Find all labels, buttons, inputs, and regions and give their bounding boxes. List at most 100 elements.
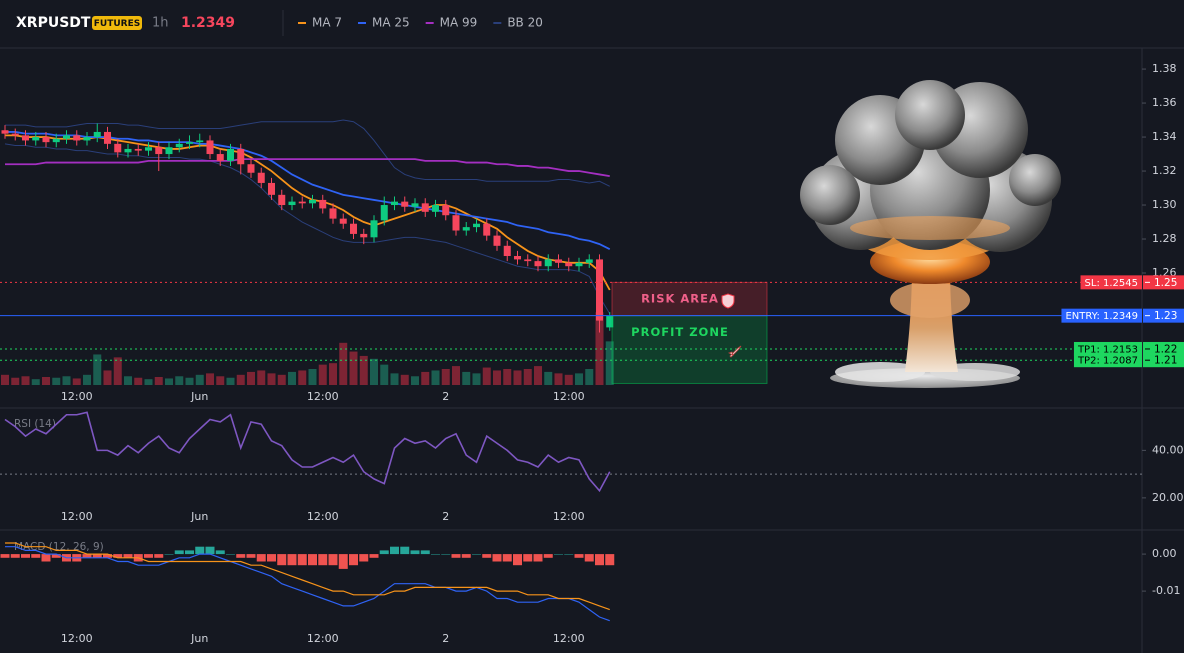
volume-bar (31, 379, 40, 385)
level-label-bg (1073, 353, 1142, 368)
candle-body (83, 137, 91, 141)
level-label: SL: 1.2545 (1085, 278, 1138, 289)
zone-label: RISK AREA (641, 292, 719, 306)
x-tick-label: 12:00 (307, 632, 339, 645)
macd-histogram (420, 550, 430, 555)
x-tick-label: Jun (190, 632, 208, 645)
candle-body (216, 154, 224, 161)
macd-histogram (605, 554, 615, 566)
axis-price-label: 1.23 (1154, 310, 1177, 322)
macd-histogram (410, 550, 420, 555)
legend-label: BB 20 (507, 16, 543, 30)
macd-histogram (113, 554, 123, 558)
volume-bar (195, 374, 204, 385)
volume-bar (339, 342, 348, 385)
macd-histogram (267, 554, 276, 562)
macd-histogram (246, 554, 256, 558)
candle-body (555, 259, 562, 263)
candle-body (473, 223, 480, 228)
x-tick-label: 12:00 (61, 390, 93, 403)
macd-histogram (431, 554, 440, 555)
header: XRPUSDT FUTURES 1h 1.2349 (16, 15, 235, 31)
candle-body (432, 205, 439, 212)
volume-bar (493, 370, 501, 385)
volume-bar (72, 378, 81, 385)
macd-line (5, 546, 610, 622)
candle-body (380, 205, 388, 221)
axis-price-label: 1.22 (1154, 343, 1177, 355)
interval: 1h (152, 16, 169, 31)
macd-histogram (256, 554, 266, 562)
candle-body (104, 131, 111, 144)
volume-bar (523, 369, 532, 385)
volume-bar (595, 312, 604, 385)
candle-body (544, 259, 552, 267)
macd-histogram (297, 554, 307, 566)
volume-bar (564, 374, 573, 385)
y-tick-label: 20.00 (1152, 491, 1184, 504)
volume-bar (1, 374, 9, 385)
candle-body (288, 201, 296, 206)
candle-body (278, 194, 286, 206)
candle-body (1, 130, 9, 134)
axis-price-label: 1.25 (1154, 277, 1177, 289)
macd-histogram (154, 554, 164, 558)
candle-body (391, 201, 398, 206)
macd-histogram (338, 554, 348, 569)
macd-histogram (185, 550, 194, 555)
candle-body (524, 259, 532, 262)
volume-bar (257, 370, 266, 385)
macd-histogram (400, 546, 410, 555)
candle-body (73, 135, 81, 141)
candle-body (11, 133, 19, 136)
volume-bar (544, 371, 553, 385)
level-label: ENTRY: 1.2349 (1065, 311, 1138, 322)
volume-bar (462, 371, 471, 385)
volume-bar (575, 373, 583, 385)
macd-histogram (554, 554, 563, 555)
volume-bar (441, 369, 450, 385)
candle-body (32, 137, 40, 141)
candle-body (93, 131, 101, 138)
candle-body (401, 201, 409, 207)
candle-body (319, 199, 327, 209)
candle-body (175, 143, 183, 148)
candle-body (452, 215, 460, 231)
pane-title: MACD (12, 26, 9) (14, 541, 104, 553)
macd-histogram (10, 554, 20, 558)
macd-histogram (51, 554, 61, 558)
candle-body (237, 148, 245, 165)
volume-bar (206, 373, 214, 385)
volume-bar (390, 373, 399, 385)
candle-body (247, 164, 255, 173)
x-tick-label: 12:00 (307, 390, 339, 403)
rsi-line (4, 411, 611, 493)
x-tick-label: Jun (190, 390, 208, 403)
y-tick-label: 1.36 (1152, 96, 1177, 109)
level-label: TP1: 1.2153 (1077, 344, 1138, 355)
legend-label: MA 99 (440, 16, 478, 30)
candle-body (52, 138, 60, 143)
x-tick-label: 12:00 (553, 390, 585, 403)
candle-body (42, 137, 50, 143)
volume-bar (298, 370, 307, 385)
volume-bar (554, 373, 563, 385)
volume-bar (329, 363, 337, 385)
candle-body (298, 201, 306, 204)
bb-lower (4, 143, 611, 315)
volume-bar (452, 366, 460, 385)
candle-body (534, 261, 542, 267)
candle-body (22, 135, 29, 141)
candle-body (350, 223, 357, 234)
candle-body (503, 245, 511, 257)
candle-body (227, 148, 234, 161)
volume-bar (421, 371, 430, 385)
x-tick-label: 2 (442, 632, 449, 645)
macd-histogram (21, 554, 30, 558)
macd-histogram (287, 554, 297, 566)
volume-bar (482, 367, 491, 385)
y-tick-label: 1.32 (1152, 164, 1177, 177)
candle-body (483, 223, 491, 236)
macd-histogram (461, 554, 471, 558)
